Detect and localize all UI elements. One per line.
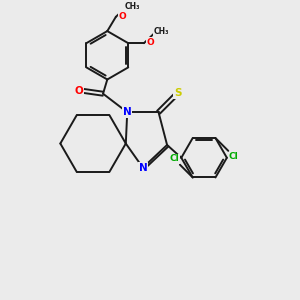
Text: O: O [118, 12, 126, 21]
Text: CH₃: CH₃ [153, 27, 169, 36]
Text: O: O [74, 86, 83, 96]
Text: O: O [146, 38, 154, 47]
Text: CH₃: CH₃ [124, 2, 140, 10]
Text: Cl: Cl [229, 152, 238, 161]
Text: Cl: Cl [170, 154, 180, 164]
Text: N: N [123, 107, 132, 117]
Text: S: S [174, 88, 182, 98]
Text: N: N [139, 163, 147, 173]
